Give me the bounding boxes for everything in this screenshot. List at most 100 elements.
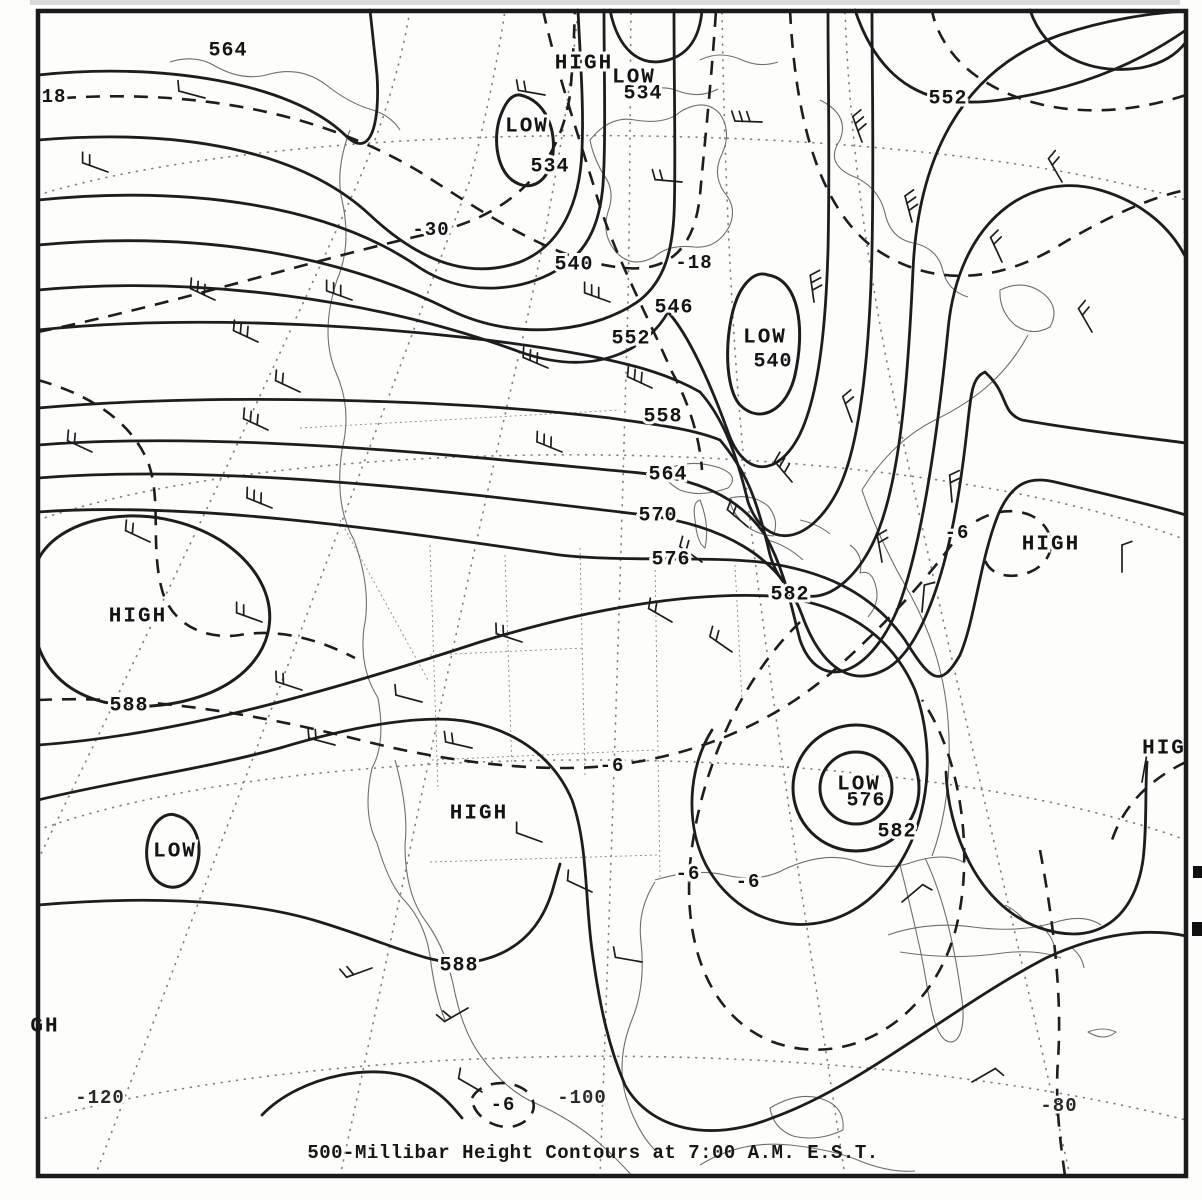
temperature-label: -6 — [600, 755, 625, 777]
contour-label: 588 — [439, 954, 478, 977]
longitude-label: -120 — [75, 1087, 125, 1109]
contour-label: 564 — [208, 39, 247, 62]
wind-barb — [989, 229, 1003, 263]
wind-barb — [177, 79, 206, 99]
wind-barb — [773, 451, 793, 483]
map-caption: 500-Millibar Height Contours at 7:00 A.M… — [307, 1142, 878, 1164]
pressure-center-label: LOW — [612, 67, 656, 90]
pressure-center-label: HIGH — [555, 53, 613, 76]
wind-barbs — [66, 79, 1158, 1093]
contour-label: 576 — [846, 789, 885, 812]
map-frame — [35, 8, 1189, 1179]
wind-barb — [726, 498, 749, 528]
contour-label: 534 — [530, 155, 569, 178]
wind-barb — [394, 683, 423, 703]
wind-barb — [1077, 299, 1093, 333]
temperature-label: -6 — [491, 1094, 516, 1116]
contour-label: 540 — [554, 253, 593, 276]
wind-barb — [647, 597, 673, 623]
wind-barb — [307, 726, 336, 746]
wind-barb — [189, 277, 216, 301]
pressure-center-label: HIG — [1142, 738, 1186, 761]
wind-barb — [1121, 540, 1133, 573]
scan-band — [30, 0, 1180, 5]
scan-marks — [30, 0, 1202, 936]
wind-barb — [1141, 752, 1158, 783]
wind-barb — [124, 519, 151, 543]
pressure-center-label: LOW — [505, 116, 549, 139]
contour-label: 564 — [648, 463, 687, 486]
wind-barb — [841, 389, 855, 423]
contour-label: 576 — [651, 548, 690, 571]
wind-barb — [651, 168, 683, 183]
wind-barb — [81, 151, 109, 173]
wind-barb — [679, 535, 703, 563]
longitude-label: -100 — [557, 1087, 607, 1109]
temperature-label: -30 — [412, 219, 449, 241]
isotherms — [37, 9, 1187, 1177]
wind-barb — [901, 883, 933, 903]
wind-barb — [709, 625, 733, 653]
wind-barb — [66, 429, 93, 453]
wind-barb — [435, 1007, 469, 1023]
temperature-label: -6 — [676, 863, 701, 885]
wind-barb — [730, 110, 763, 123]
contour-label: 546 — [654, 296, 693, 319]
wind-barb — [1047, 149, 1063, 183]
wind-barb — [515, 79, 546, 96]
graticule — [37, 9, 1187, 1177]
temperature-label: 18 — [42, 86, 67, 108]
wind-barb — [948, 469, 961, 503]
contour-label: 582 — [770, 583, 809, 606]
wind-barb — [809, 269, 823, 303]
wind-barb — [921, 581, 936, 613]
wind-barb — [232, 319, 259, 343]
wind-barb — [971, 1067, 1005, 1083]
contour-label: 552 — [928, 87, 967, 110]
wind-barb — [851, 109, 867, 143]
pressure-center-label: LOW — [153, 841, 197, 864]
pressure-center-label: HIGH — [1022, 534, 1080, 557]
wind-barb — [443, 730, 473, 749]
contour-label: 570 — [638, 504, 677, 527]
wind-barb — [612, 946, 643, 963]
wind-barb — [515, 821, 543, 843]
scan-mark — [1193, 866, 1202, 878]
pressure-center-label: GH — [30, 1016, 59, 1039]
wind-barb — [566, 869, 593, 893]
pressure-center-label: LOW — [837, 774, 881, 797]
wind-barb — [495, 622, 523, 643]
contour-label: 534 — [623, 82, 662, 105]
wind-barb — [275, 670, 303, 691]
wind-barb — [904, 189, 919, 223]
temperature-label: -18 — [675, 252, 712, 274]
pressure-center-label: HIGH — [450, 803, 508, 826]
contour-label: 552 — [611, 327, 650, 350]
wind-barb — [274, 369, 301, 393]
temperature-labels: 18 -30 -18 -6 -6 -6 -6 -6 — [39, 83, 972, 1119]
wind-barb — [242, 407, 269, 431]
state-borders — [299, 409, 743, 881]
scan-mark — [1192, 922, 1202, 936]
wind-barb — [457, 1067, 483, 1093]
longitude-label: -80 — [1040, 1095, 1077, 1117]
temperature-label: -6 — [736, 871, 761, 893]
wind-barb — [626, 365, 653, 389]
wind-barb — [876, 529, 889, 563]
contour-label: 582 — [877, 820, 916, 843]
temperature-label: -6 — [945, 522, 970, 544]
wind-barb — [339, 965, 373, 979]
coastlines — [169, 54, 1117, 1177]
pressure-center-label: LOW — [743, 327, 787, 350]
wind-barb — [536, 430, 563, 453]
wind-barb — [246, 486, 273, 509]
height-contours — [36, 8, 1188, 1132]
wind-barb — [522, 346, 549, 369]
contour-label: 540 — [753, 350, 792, 373]
longitude-labels: -120 -100 -80 — [73, 1085, 1079, 1120]
pressure-center-label: HIGH — [109, 606, 167, 629]
